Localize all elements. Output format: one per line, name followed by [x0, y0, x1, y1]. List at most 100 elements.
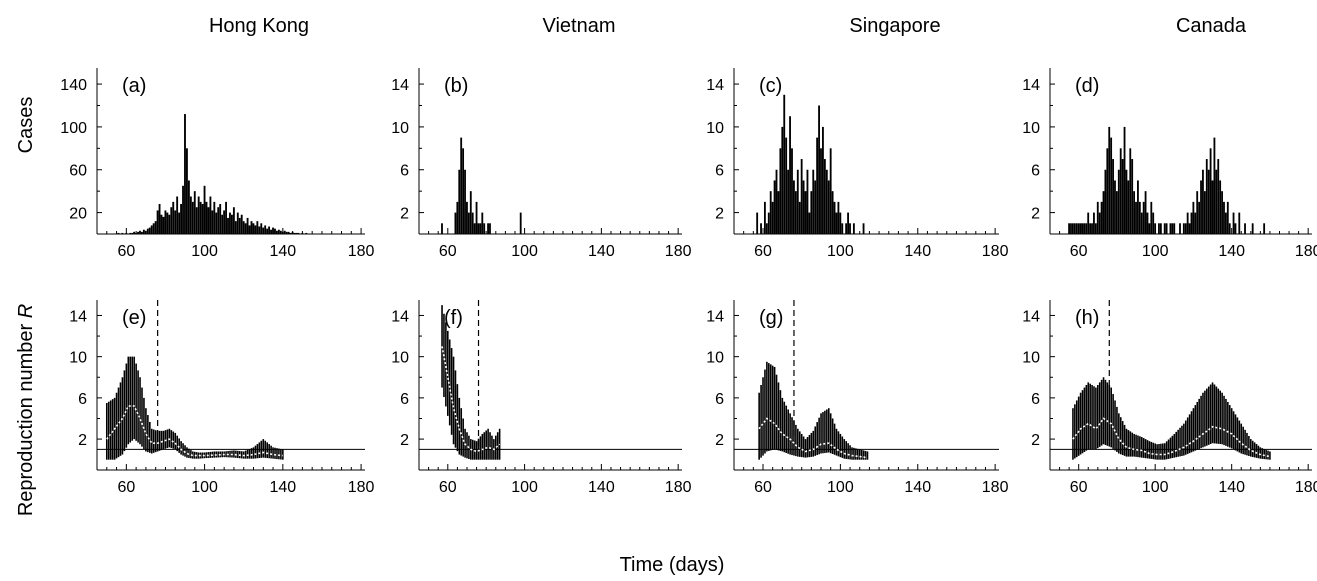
- case-bar: [295, 232, 298, 234]
- case-bar: [207, 207, 210, 234]
- x-tick-label: 180: [348, 243, 375, 260]
- case-bar: [174, 210, 177, 234]
- case-bar: [1131, 159, 1134, 234]
- x-tick-label: 140: [588, 243, 615, 260]
- case-bar: [248, 225, 251, 234]
- panels-group: 60 100 140 180 20 60 100 140 (a) 60 100 140 180 2 6 10 1…: [60, 68, 1317, 496]
- panel-label: (g): [759, 307, 783, 329]
- case-bar: [816, 137, 819, 234]
- case-bar: [1081, 223, 1084, 234]
- case-bar: [150, 225, 153, 234]
- case-bar: [1114, 180, 1116, 234]
- case-bar: [189, 196, 192, 234]
- case-bar: [781, 126, 784, 234]
- y-tick-label: 6: [400, 391, 409, 408]
- case-bar: [1146, 212, 1149, 234]
- y-tick-label: 140: [60, 77, 87, 94]
- case-bar: [1100, 201, 1103, 234]
- case-bar: [1207, 169, 1210, 234]
- y-tick-label: 10: [1022, 120, 1040, 137]
- x-tick-label: 100: [1142, 479, 1169, 496]
- case-bar: [1251, 223, 1254, 234]
- column-title-hong-kong: Hong Kong: [209, 15, 309, 37]
- case-bar: [201, 204, 204, 234]
- case-bar: [133, 231, 136, 234]
- x-tick-label: 180: [665, 243, 692, 260]
- case-bar: [1073, 223, 1076, 234]
- case-bar: [274, 228, 276, 234]
- x-tick-label: 140: [904, 479, 931, 496]
- x-tick-label: 180: [982, 479, 1009, 496]
- case-bar: [1144, 191, 1147, 234]
- case-bar: [227, 217, 229, 234]
- case-bar: [236, 212, 239, 234]
- case-bar: [810, 191, 813, 234]
- case-bar: [1228, 223, 1231, 234]
- y-tick-label: 6: [715, 163, 724, 180]
- case-bar: [1135, 201, 1137, 234]
- case-bar: [1117, 169, 1120, 234]
- case-bar: [144, 230, 147, 234]
- y-tick-label: 14: [706, 308, 724, 325]
- case-bar: [231, 214, 233, 234]
- case-bar: [1106, 148, 1109, 234]
- case-bar: [121, 232, 124, 234]
- case-bar: [156, 210, 159, 234]
- case-bar: [305, 232, 308, 234]
- case-bar: [158, 204, 161, 234]
- case-bar: [1077, 223, 1080, 234]
- case-bar: [1213, 137, 1216, 234]
- case-bar: [162, 216, 165, 234]
- case-bar: [1202, 169, 1204, 234]
- case-bar: [847, 212, 849, 234]
- case-bar: [849, 223, 851, 234]
- x-tick-label: 60: [1070, 479, 1088, 496]
- case-bar: [827, 180, 830, 234]
- case-bar: [812, 169, 815, 234]
- y-tick-label: 10: [706, 120, 724, 137]
- case-bar: [297, 232, 300, 234]
- case-bar: [1217, 159, 1220, 234]
- case-bar: [773, 180, 776, 234]
- y-tick-label: 2: [1031, 206, 1040, 223]
- case-bar: [792, 180, 795, 234]
- case-bar: [191, 201, 194, 234]
- case-bar: [281, 231, 284, 234]
- case-bar: [240, 214, 243, 234]
- case-bar: [791, 148, 793, 234]
- case-bar: [250, 221, 253, 234]
- case-bar: [203, 185, 206, 234]
- case-bar: [806, 169, 809, 234]
- case-bar: [1182, 223, 1185, 234]
- panel-a: 60 100 140 180 20 60 100 140 (a): [60, 68, 375, 260]
- case-bar: [1098, 212, 1101, 234]
- y-tick-label: 100: [60, 120, 87, 137]
- case-bar: [205, 201, 208, 234]
- case-bar: [814, 180, 817, 234]
- x-tick-label: 180: [1295, 479, 1317, 496]
- case-bar: [1179, 223, 1181, 234]
- y-tick-label: 2: [715, 206, 724, 223]
- case-bar: [197, 196, 200, 234]
- x-tick-label: 140: [904, 243, 931, 260]
- x-tick-label: 140: [588, 479, 615, 496]
- case-bar: [1108, 126, 1111, 234]
- case-bar: [839, 212, 842, 234]
- case-bar: [148, 227, 151, 234]
- case-bar: [473, 223, 476, 234]
- case-bar: [1221, 191, 1223, 234]
- case-bar: [1079, 223, 1082, 234]
- case-bar: [1158, 223, 1160, 234]
- case-bar: [154, 221, 157, 234]
- case-bar: [467, 212, 470, 234]
- y-tick-label: 2: [400, 206, 409, 223]
- case-bar: [1140, 212, 1143, 234]
- case-bar: [125, 232, 128, 234]
- case-bar: [831, 191, 834, 234]
- row-title-cases: Cases: [15, 97, 37, 154]
- case-bar: [833, 201, 836, 234]
- case-bar: [1089, 223, 1092, 234]
- case-bar: [777, 191, 780, 234]
- y-tick-label: 14: [391, 77, 409, 94]
- case-bar: [232, 207, 235, 234]
